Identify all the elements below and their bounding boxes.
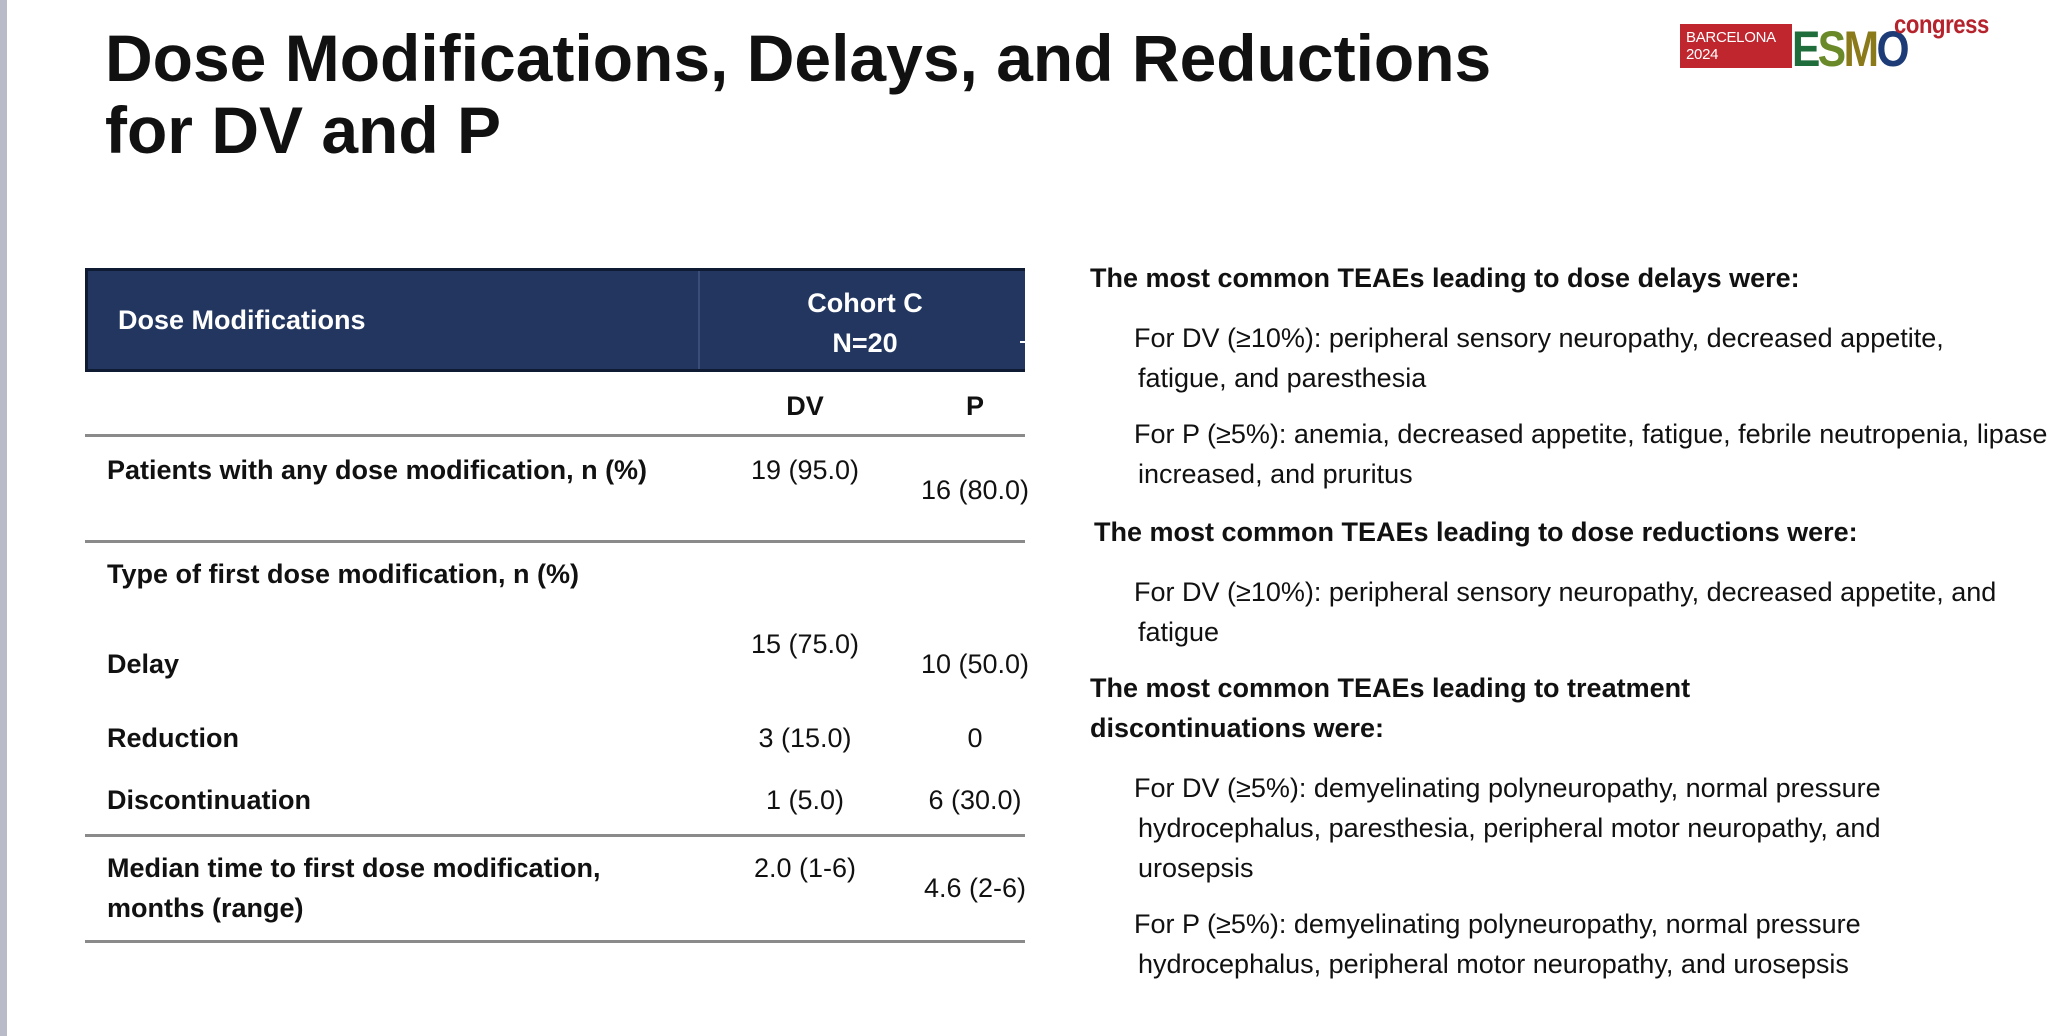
header-edge-mark bbox=[1026, 279, 1030, 283]
esmo-congress-logo: BARCELONA 2024 ESMO congress bbox=[1680, 9, 2000, 74]
logo-city-block: BARCELONA 2024 bbox=[1680, 24, 1792, 68]
cohort-n: N=20 bbox=[832, 328, 898, 358]
logo-letter-e: E bbox=[1792, 21, 1820, 77]
logo-letter-m: M bbox=[1843, 21, 1879, 77]
column-header-row: DV P bbox=[85, 372, 1025, 436]
logo-city: BARCELONA bbox=[1686, 29, 1776, 46]
left-edge-bar bbox=[0, 0, 7, 1036]
table-rule bbox=[85, 540, 1025, 543]
dose-modifications-table: Dose Modifications Cohort C N=20 DV P Pa… bbox=[85, 268, 1030, 943]
row-p: 4.6 (2-6) bbox=[923, 873, 1027, 903]
table-header-divider bbox=[698, 271, 700, 369]
delays-heading: The most common TEAEs leading to dose de… bbox=[1090, 263, 1800, 293]
table-row: Patients with any dose modification, n (… bbox=[85, 436, 1029, 542]
page-title: Dose Modifications, Delays, and Reductio… bbox=[105, 22, 1605, 166]
table-row: Reduction 3 (15.0) 0 bbox=[85, 708, 1025, 770]
logo-brand: ESMO bbox=[1792, 21, 1910, 77]
table-header: Dose Modifications Cohort C N=20 bbox=[85, 268, 1030, 372]
table-header-cohort: Cohort C N=20 bbox=[700, 283, 1030, 363]
table-row: Median time to first dose modification, … bbox=[85, 834, 1026, 940]
row-p: 16 (80.0) bbox=[920, 475, 1030, 505]
row-p: 0 bbox=[967, 723, 983, 753]
row-dv: 19 (95.0) bbox=[750, 455, 860, 485]
header-edge-dash bbox=[1020, 341, 1026, 343]
logo-congress: congress bbox=[1894, 9, 1989, 39]
discontinuation-dv-note: For DV (≥5%): demyelinating polyneuropat… bbox=[1134, 773, 1881, 883]
col-header-p: P bbox=[965, 391, 984, 421]
row-label: Type of first dose modification, n (%) bbox=[107, 559, 580, 589]
row-dv: 15 (75.0) bbox=[750, 629, 860, 659]
row-dv: 2.0 (1-6) bbox=[753, 853, 857, 883]
discontinuation-heading: The most common TEAEs leading to treatme… bbox=[1090, 673, 1691, 743]
table-rule bbox=[85, 434, 1025, 437]
delays-dv-note: For DV (≥10%): peripheral sensory neurop… bbox=[1134, 323, 1944, 393]
discontinuation-p-note: For P (≥5%): demyelinating polyneuropath… bbox=[1134, 909, 1861, 979]
row-dv: 3 (15.0) bbox=[758, 723, 852, 753]
reductions-dv-note: For DV (≥10%): peripheral sensory neurop… bbox=[1134, 577, 1997, 647]
table-row: Discontinuation 1 (5.0) 6 (30.0) bbox=[85, 770, 1025, 834]
row-dv: 1 (5.0) bbox=[765, 785, 845, 815]
row-label: Delay bbox=[107, 649, 180, 679]
logo-year: 2024 bbox=[1686, 46, 1719, 63]
table-row: Type of first dose modification, n (%) bbox=[85, 542, 1025, 602]
table-row: Delay 15 (75.0) 10 (50.0) bbox=[85, 602, 1029, 708]
page-title-line-1: Dose Modifications, Delays, and Reductio… bbox=[105, 21, 1492, 95]
col-header-dv: DV bbox=[786, 391, 824, 421]
row-label: Discontinuation bbox=[107, 785, 311, 815]
table-header-label: Dose Modifications bbox=[118, 305, 366, 335]
table-rule bbox=[85, 940, 1025, 943]
cohort-name: Cohort C bbox=[807, 288, 923, 318]
page-title-line-2: for DV and P bbox=[105, 93, 502, 167]
table-rule bbox=[85, 834, 1025, 837]
row-label: Patients with any dose modification, n (… bbox=[107, 455, 648, 485]
delays-p-note: For P (≥5%): anemia, decreased appetite,… bbox=[1134, 419, 2048, 489]
reductions-heading: The most common TEAEs leading to dose re… bbox=[1094, 517, 1858, 547]
row-label: Reduction bbox=[107, 723, 239, 753]
row-p: 6 (30.0) bbox=[928, 785, 1022, 815]
logo-letter-s: S bbox=[1817, 21, 1846, 77]
row-label: Median time to first dose modification, … bbox=[107, 853, 601, 923]
row-p: 10 (50.0) bbox=[920, 649, 1030, 679]
logo-letter-o: O bbox=[1876, 21, 1909, 77]
